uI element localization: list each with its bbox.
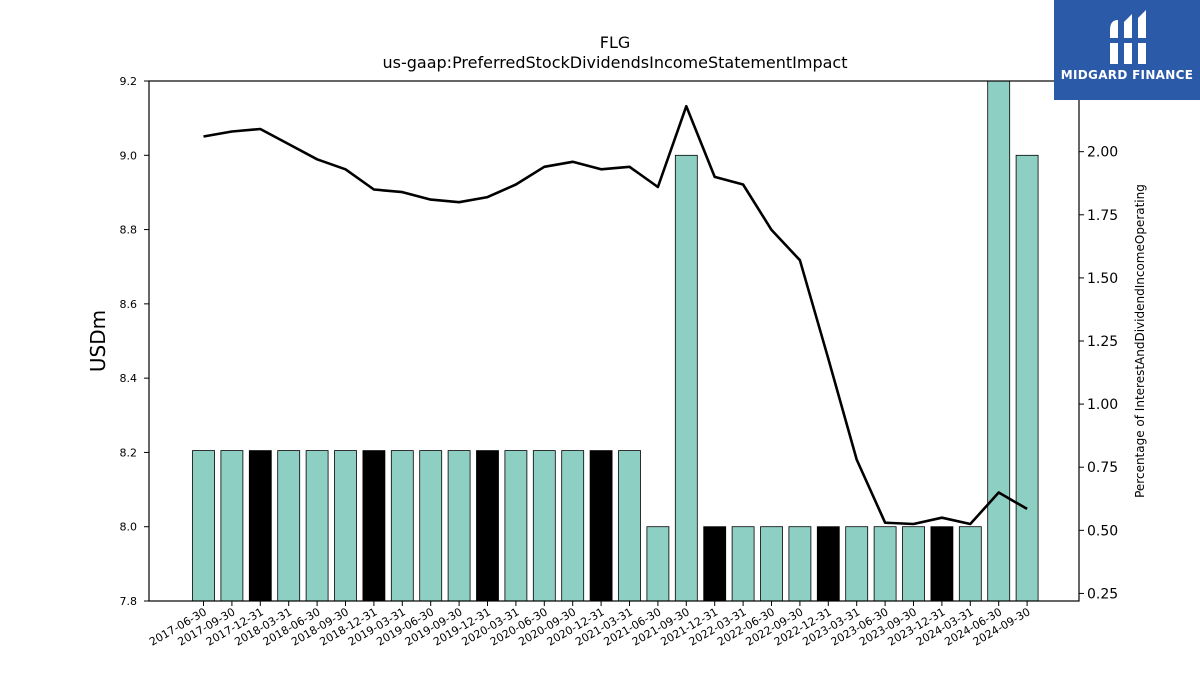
bar-2018-09-30 <box>334 450 357 602</box>
y2-tick-label: 0.75 <box>1087 460 1118 476</box>
bar-2023-03-31 <box>845 526 869 602</box>
y-tick-label: 9.2 <box>120 75 138 88</box>
y-tick-label: 8.0 <box>120 521 138 534</box>
bar-2017-06-30 <box>192 450 215 602</box>
bar-2021-09-30 <box>674 154 698 602</box>
bar-2019-12-31 <box>476 450 499 602</box>
y2-tick-label: 1.00 <box>1087 397 1118 413</box>
y2-tick-label: 1.50 <box>1087 271 1118 287</box>
y-tick-label: 8.2 <box>120 446 138 459</box>
series-line <box>203 104 1028 526</box>
bar-2017-12-31 <box>248 450 272 602</box>
bar-2020-03-31 <box>504 450 528 602</box>
bar-2023-12-31 <box>930 526 954 602</box>
bar-2024-06-30 <box>987 80 1011 602</box>
x-axis: 2017-06-302017-09-302017-12-312018-03-31… <box>147 601 1033 649</box>
logo-mark-icon <box>1106 10 1150 64</box>
y-tick-label: 9.0 <box>120 149 138 162</box>
chart-title: FLG <box>600 33 631 52</box>
bar-2020-06-30 <box>532 450 556 602</box>
logo-text: MIDGARD FINANCE <box>1060 68 1194 82</box>
bar-2020-09-30 <box>561 450 585 602</box>
y-tick-label: 8.6 <box>120 298 138 311</box>
bar-2022-03-31 <box>731 526 755 602</box>
bar-2022-12-31 <box>816 526 840 602</box>
y2-tick-label: 2.00 <box>1087 145 1118 161</box>
y-axis: 7.8 8.0 8.2 8.4 8.6 8.8 9.0 9.2 <box>120 75 149 608</box>
y2-tick-label: 1.75 <box>1087 208 1118 224</box>
y2-axis: 0.25 0.50 0.75 1.00 1.25 1.50 1.75 2.00 <box>1079 145 1118 602</box>
y2-tick-label: 1.25 <box>1087 334 1118 350</box>
bar-2020-12-31 <box>589 450 613 602</box>
bar-2018-12-31 <box>362 450 386 602</box>
y2-tick-label: 0.25 <box>1087 586 1118 602</box>
bar-2023-06-30 <box>873 526 897 602</box>
y-tick-label: 8.4 <box>120 372 138 385</box>
y2-tick-label: 0.50 <box>1087 523 1118 539</box>
bar-2021-12-31 <box>703 526 727 602</box>
bar-2019-09-30 <box>447 450 471 602</box>
brand-logo: MIDGARD FINANCE <box>1054 0 1200 100</box>
bar-2019-06-30 <box>419 450 443 602</box>
bar-2018-03-31 <box>277 450 301 602</box>
bar-2017-09-30 <box>220 450 244 602</box>
bar-2018-06-30 <box>305 450 329 602</box>
bar-2021-06-30 <box>646 526 670 602</box>
line-group <box>203 104 1028 526</box>
bar-2024-09-30 <box>1015 154 1039 602</box>
bar-2024-03-31 <box>958 526 982 602</box>
chart-subtitle: us-gaap:PreferredStockDividendsIncomeSta… <box>383 53 848 72</box>
y-axis-label: USDm <box>86 310 110 372</box>
y-tick-label: 8.8 <box>120 224 138 237</box>
bar-2019-03-31 <box>390 450 414 602</box>
y2-axis-label: Percentage of InterestAndDividendIncomeO… <box>1133 184 1147 498</box>
bar-2022-06-30 <box>760 526 783 602</box>
y-tick-label: 7.8 <box>120 595 138 608</box>
bar-2021-03-31 <box>618 450 641 602</box>
bars-group <box>192 80 1039 602</box>
bar-2023-09-30 <box>902 526 925 602</box>
bar-2022-09-30 <box>788 526 812 602</box>
